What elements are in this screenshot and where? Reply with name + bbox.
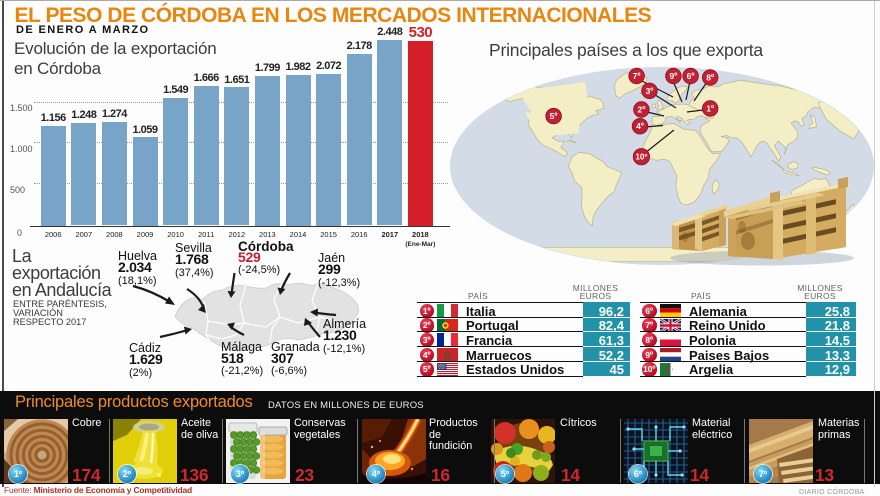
svg-text:9º: 9º — [669, 71, 677, 81]
svg-text:10º: 10º — [635, 153, 647, 162]
svg-text:3º: 3º — [646, 86, 654, 96]
svg-text:1º: 1º — [706, 104, 714, 114]
svg-text:6º: 6º — [687, 71, 695, 81]
svg-text:4º: 4º — [636, 121, 644, 131]
svg-text:8º: 8º — [706, 73, 714, 83]
svg-text:5º: 5º — [550, 111, 558, 121]
svg-text:2º: 2º — [637, 105, 645, 115]
svg-text:7º: 7º — [633, 71, 641, 81]
